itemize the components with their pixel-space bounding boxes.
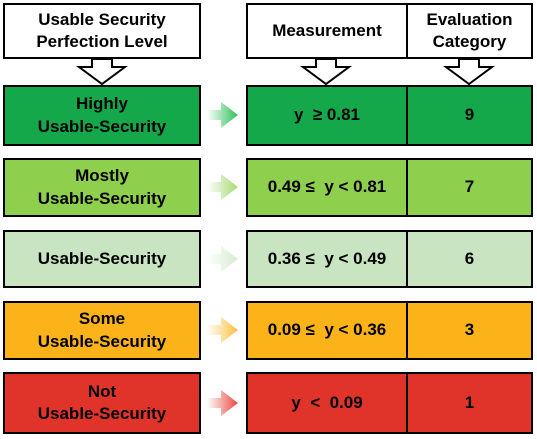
measurement-box-mostly: 0.49 ≤ y < 0.81 — [246, 158, 408, 217]
right-arrow-icon — [207, 174, 238, 200]
measurement-box-usable: 0.36 ≤ y < 0.49 — [246, 230, 408, 288]
measurement-box-not: y < 0.09 — [246, 372, 408, 434]
level-box-highly: Highly Usable-Security — [3, 85, 201, 146]
level-box-mostly: Mostly Usable-Security — [3, 158, 201, 217]
category-box-not: 1 — [406, 372, 533, 434]
header-perfection-level: Usable Security Perfection Level — [3, 3, 201, 59]
category-box-mostly: 7 — [406, 158, 533, 217]
down-arrow-icon — [75, 58, 129, 86]
right-arrow-icon — [207, 246, 238, 272]
category-box-highly: 9 — [406, 85, 533, 146]
level-box-not: Not Usable-Security — [3, 372, 201, 434]
header-measurement: Measurement — [246, 3, 408, 59]
measurement-box-highly: y ≥ 0.81 — [246, 85, 408, 146]
measurement-box-some: 0.09 ≤ y < 0.36 — [246, 301, 408, 360]
header-evaluation-category: Evaluation Category — [406, 3, 533, 59]
right-arrow-icon — [207, 102, 238, 128]
down-arrow-icon — [442, 58, 496, 86]
level-box-some: Some Usable-Security — [3, 301, 201, 360]
down-arrow-icon — [299, 58, 353, 86]
level-box-usable: Usable-Security — [3, 230, 201, 288]
right-arrow-icon — [207, 390, 238, 416]
category-box-usable: 6 — [406, 230, 533, 288]
right-arrow-icon — [207, 317, 238, 343]
category-box-some: 3 — [406, 301, 533, 360]
